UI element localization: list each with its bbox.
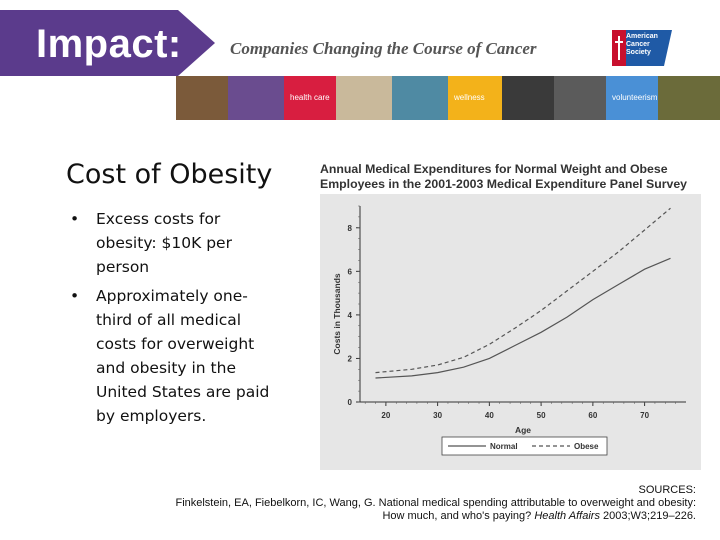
sources-heading: SOURCES: xyxy=(638,484,696,496)
photo-tile: health care xyxy=(284,76,336,120)
banner-arrow-shape xyxy=(0,10,215,76)
bullet-item: • Excess costs for obesity: $10K per pers… xyxy=(66,207,281,279)
series-line-normal xyxy=(375,257,671,379)
journal-name: Health Affairs xyxy=(534,510,600,522)
x-tick-label: 70 xyxy=(640,411,649,420)
y-tick-label: 4 xyxy=(348,311,353,320)
x-tick-label: 50 xyxy=(537,411,546,420)
acs-logo xyxy=(612,30,672,66)
bullet-dot-icon: • xyxy=(70,287,80,305)
y-tick-label: 8 xyxy=(348,224,353,233)
legend-box xyxy=(441,436,608,456)
line-chart: 0 2 4 6 8 20 30 40 50 60 70 Age Costs in Thousands No… xyxy=(332,205,686,456)
photo-tile xyxy=(336,76,392,120)
photo-tile xyxy=(392,76,448,120)
y-tick-label: 2 xyxy=(348,354,353,363)
brand-title: Impact: xyxy=(36,22,182,66)
tagline: Companies Changing the Course of Cancer xyxy=(230,39,537,58)
x-tick-label: 30 xyxy=(433,411,442,420)
tile-label: wellness xyxy=(454,93,485,102)
photo-tile xyxy=(228,76,284,120)
sources-line-1: Finkelstein, EA, Fiebelkorn, IC, Wang, G… xyxy=(175,497,696,509)
photo-tile xyxy=(176,76,228,120)
impact-banner xyxy=(0,10,215,76)
photo-tile: volunteerism xyxy=(606,76,658,120)
acs-logo-text: American Cancer Society xyxy=(626,33,658,56)
bullet-dot-icon: • xyxy=(70,210,80,228)
photo-tile xyxy=(502,76,554,120)
photo-tile xyxy=(554,76,606,120)
legend-label-normal: Normal xyxy=(490,442,518,451)
tile-label: health care xyxy=(290,93,330,102)
photo-strip: health care wellness volunteerism xyxy=(176,76,720,120)
chart-panel: 0 2 4 6 8 20 30 40 50 60 70 Age Costs in Thousands No… xyxy=(320,194,701,470)
series-line-obese xyxy=(375,207,671,374)
x-tick-label: 60 xyxy=(588,411,597,420)
y-axis-label: Costs in Thousands xyxy=(332,273,342,355)
chart-title: Annual Medical Expenditures for Normal W… xyxy=(320,162,688,191)
legend-label-obese: Obese xyxy=(574,442,599,451)
x-axis-label: Age xyxy=(515,425,531,435)
sources-citation: SOURCES: Finkelstein, EA, Fiebelkorn, IC… xyxy=(96,484,696,523)
bullet-list: • Excess costs for obesity: $10K per pers… xyxy=(66,207,281,433)
y-tick-label: 0 xyxy=(348,398,353,407)
bullet-item: • Approximately one-third of all medical … xyxy=(66,284,281,428)
slide-title: Cost of Obesity xyxy=(66,159,273,190)
x-tick-label: 40 xyxy=(485,411,494,420)
tile-label: volunteerism xyxy=(612,93,658,102)
sources-line-2: How much, and who's paying? Health Affai… xyxy=(382,510,696,522)
y-tick-label: 6 xyxy=(348,267,353,276)
x-tick-label: 20 xyxy=(381,411,390,420)
photo-tile: wellness xyxy=(448,76,502,120)
photo-tile xyxy=(658,76,720,120)
